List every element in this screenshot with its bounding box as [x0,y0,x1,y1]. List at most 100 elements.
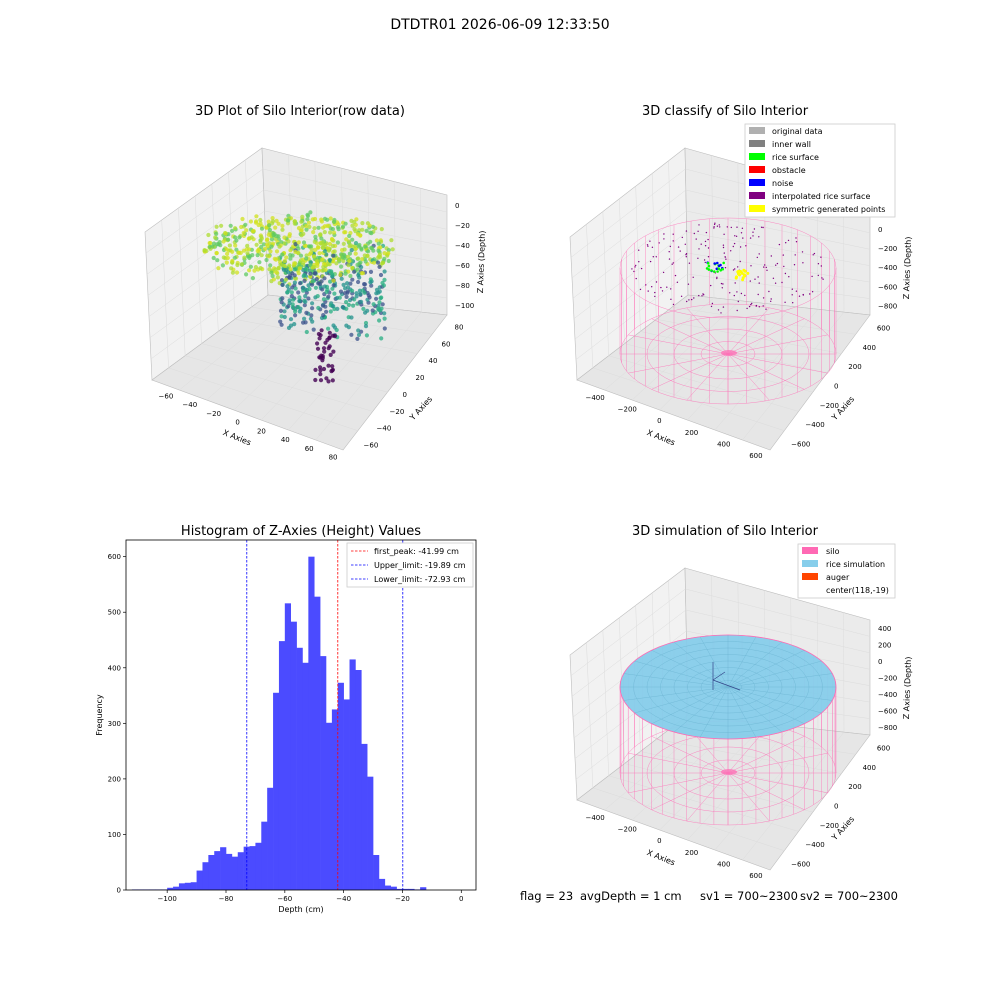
p1-point [350,288,355,293]
p1-gridlines [145,154,448,441]
p4-ytick: 200 [848,783,861,791]
p4-xtick: 600 [749,872,762,880]
panel3-title: Histogram of Z-Axies (Height) Values [180,524,422,539]
p2-point [737,266,739,268]
p1-point [298,228,303,233]
p3-ytick-label: 200 [108,775,121,783]
p2-point [791,294,793,296]
p1-point [331,349,336,354]
p1-point [282,314,287,320]
p2-legend-box [744,123,896,218]
p2-point [707,264,711,268]
p2-point [633,270,635,273]
p3-bar [196,870,203,890]
p1-point [382,311,387,316]
p1-point [292,219,297,224]
p3-xtick-label: −40 [336,895,351,903]
p1-point [279,300,284,305]
p1-point [243,222,248,227]
p1-point [348,273,353,279]
p2-symmetric-points [734,268,750,282]
p2-point [792,302,794,304]
p3-bar [290,621,297,890]
p1-point [332,249,337,254]
p1-point [248,219,253,224]
p2-point [730,226,732,229]
p2-xtick: −400 [585,394,604,402]
p2-point [716,277,718,280]
p1-point [229,266,234,271]
p1-point [280,296,285,301]
p2-point [687,283,690,285]
p1-point [303,320,308,325]
p1-point [285,290,290,295]
p3-bar [320,656,327,890]
p1-point [349,332,354,337]
p1-point [287,275,292,280]
p1-point [328,352,333,357]
p2-point [645,284,647,286]
p2-point [719,226,721,228]
p1-point [341,241,346,246]
p1-point [285,221,291,226]
p1-point [314,277,319,282]
p4-xtick: −400 [585,814,604,822]
p2-point [647,245,649,247]
p2-point [770,255,772,257]
p1-point [377,318,382,323]
p1-point [302,273,307,278]
p2-point [746,271,750,275]
p3-bar [326,722,333,890]
p3-bar [208,855,215,890]
p2-legend-swatch [749,166,765,173]
p1-point [364,333,369,338]
p1-pane-floor [151,294,448,451]
p3-bar [302,662,309,890]
p2-point [703,294,705,296]
p1-point [359,299,364,304]
p1-point [342,247,347,252]
p3-xtick-label: −100 [158,895,177,903]
p2-point [651,246,654,248]
p1-point [269,270,274,275]
p4-mesh-spoke [673,686,729,733]
figure-suptitle: DTDTR01 2026-06-09 12:33:50 [390,17,610,33]
p2-point [749,280,751,282]
p2-point [782,254,784,256]
p3-bar [308,556,315,890]
p4-zlabel: Z Axies (Depth) [902,656,913,719]
p1-point [312,254,317,259]
p1-point [318,378,324,383]
p4-legend [797,543,896,599]
p1-point [338,272,343,277]
p4-ytick: 400 [863,764,876,772]
p1-point [274,270,279,275]
p3-legend [346,542,474,588]
p2-point [752,231,754,233]
p3-bar [367,776,374,890]
p1-point [226,237,231,242]
p1-point [351,303,356,308]
p2-point [752,235,754,237]
p3-bar [314,596,321,890]
p1-point [358,233,363,238]
p2-point [766,269,768,271]
p2-point [787,239,790,242]
p1-point [310,217,315,222]
p1-point [363,320,369,326]
p2-point [661,290,664,292]
p1-point [328,309,333,314]
p2-point [685,254,687,256]
p1-point [312,226,317,231]
p2-point [733,242,736,245]
p1-point [345,285,351,290]
p1-point [369,283,374,288]
p4-mesh-spoke [727,686,822,714]
p1-point [377,300,382,305]
p1-point [316,245,321,250]
p1-point [254,214,259,219]
p2-point [812,254,814,256]
p2-point [802,262,804,264]
p3-bar [390,886,397,890]
p1-point [278,319,283,324]
